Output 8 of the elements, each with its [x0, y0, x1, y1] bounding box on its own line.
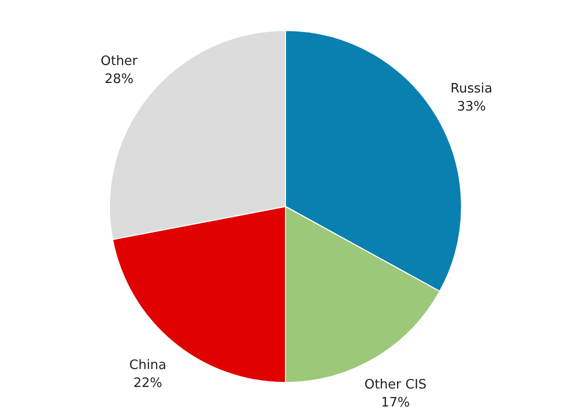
data-label: 22% [133, 376, 162, 391]
slice-label: Russia [450, 82, 492, 97]
slice-label: Other CIS [364, 377, 427, 392]
data-label: 17% [381, 395, 410, 410]
slice-label: Other [100, 54, 138, 69]
data-label: 28% [104, 72, 134, 87]
data-label: 33% [456, 100, 486, 115]
slice-label: China [129, 358, 166, 373]
